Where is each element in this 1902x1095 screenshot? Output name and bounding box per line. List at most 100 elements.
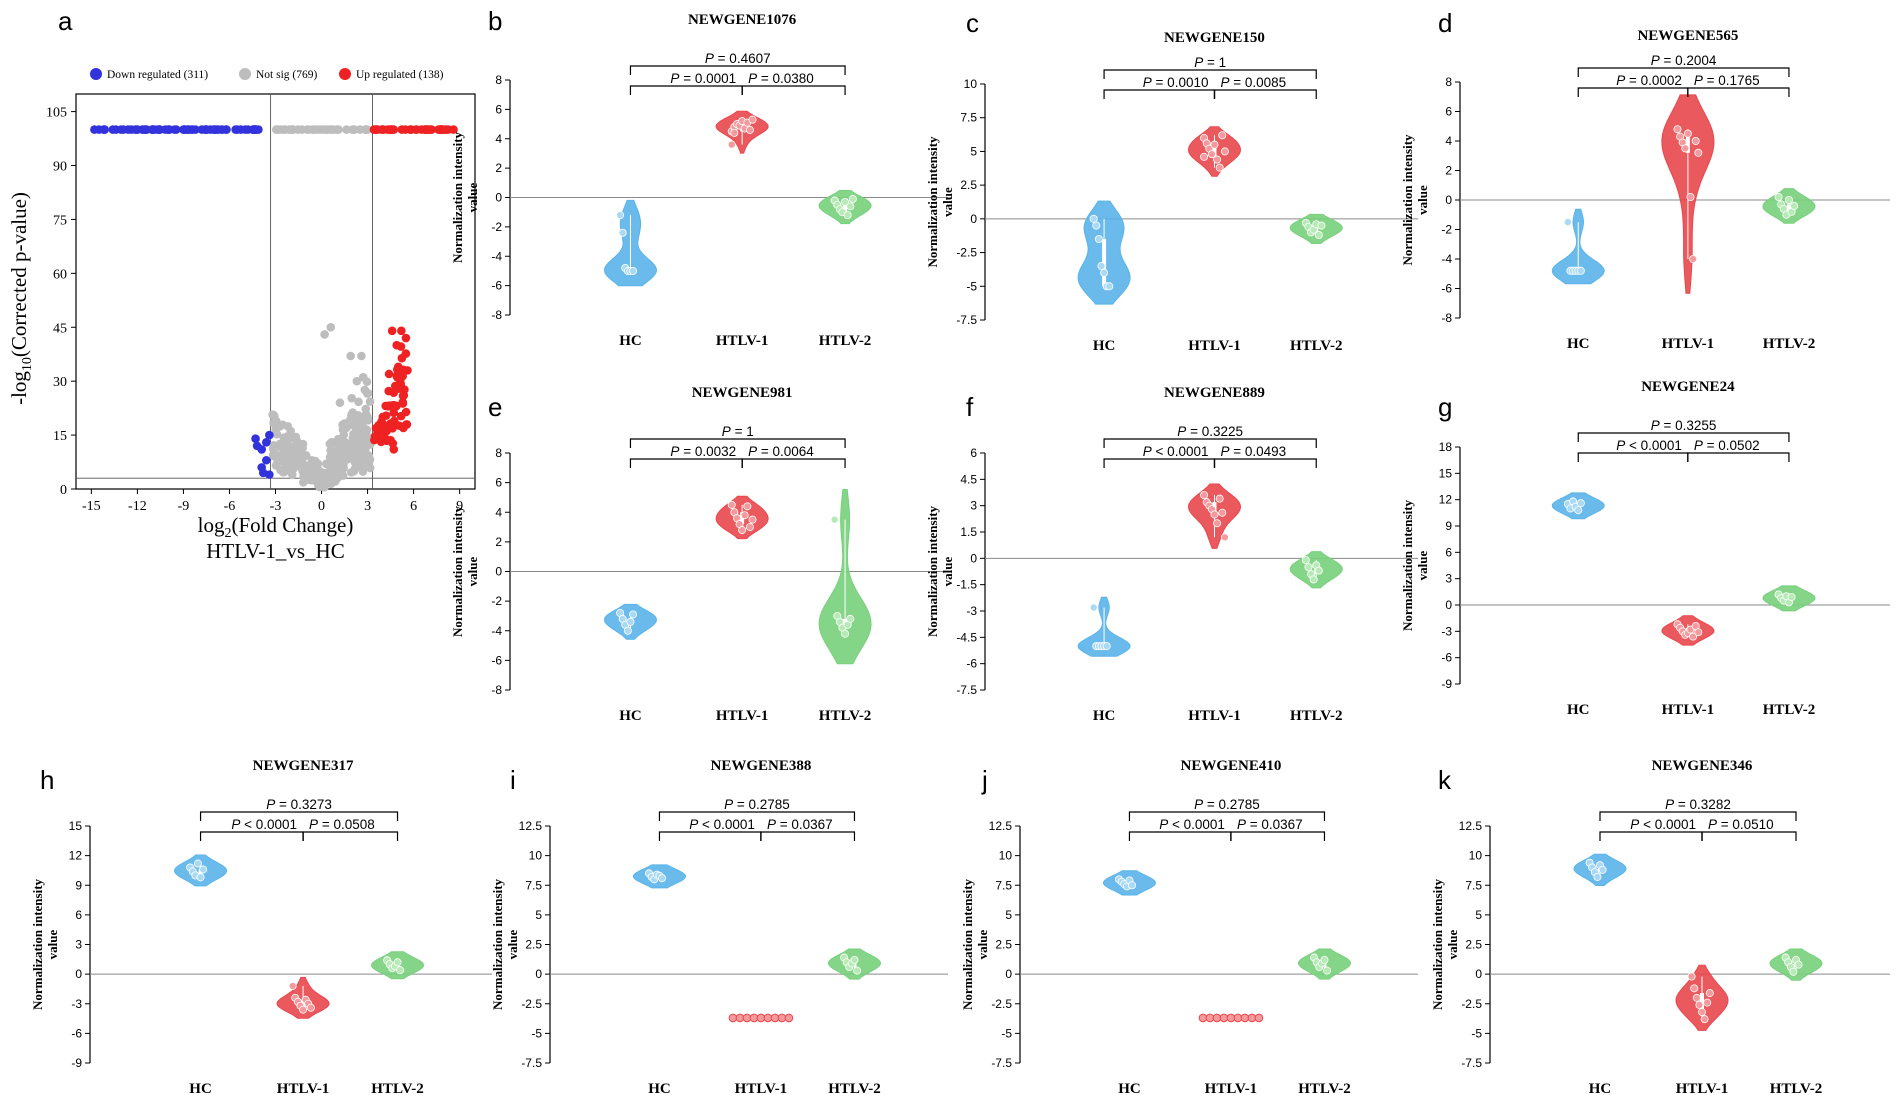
panel-title: NEWGENE150 <box>1164 30 1265 46</box>
y-tick-label: -8 <box>1441 311 1452 325</box>
data-point <box>1314 231 1323 240</box>
volcano-point <box>271 424 281 434</box>
data-point <box>1128 881 1137 890</box>
p-value-text: < 0.0001 <box>1152 444 1209 459</box>
volcano-point <box>357 351 366 361</box>
data-point <box>393 958 402 967</box>
p-value-label: P = 0.0367 <box>767 817 833 832</box>
data-point <box>1673 125 1682 134</box>
data-point <box>735 1013 745 1023</box>
p-value-text: = 0.3255 <box>1660 418 1717 433</box>
volcano-point <box>323 476 333 486</box>
x-tick-label: -3 <box>270 499 282 514</box>
volcano-point <box>361 443 370 453</box>
y-tick-label: 0 <box>970 551 977 565</box>
y-tick-label: -2.5 <box>521 997 542 1011</box>
volcano-point <box>360 427 369 436</box>
data-point <box>1692 993 1701 1002</box>
significance-bracket <box>1230 831 1326 841</box>
y-axis-label: value <box>940 556 955 586</box>
y-tick-label: 5 <box>970 144 977 158</box>
significance-bracket <box>1103 438 1317 448</box>
group-label: HC <box>1589 1081 1612 1095</box>
y-tick-label: -2 <box>491 594 502 608</box>
y-axis-label: value <box>975 929 990 959</box>
y-tick-label: 90 <box>53 160 67 175</box>
group-label: HC <box>648 1081 671 1095</box>
panel-title: NEWGENE317 <box>253 758 354 774</box>
data-point <box>1219 1013 1229 1023</box>
data-point <box>1100 268 1109 277</box>
group-label: HTLV-2 <box>1763 702 1816 718</box>
group-label: HTLV-1 <box>1205 1081 1258 1095</box>
volcano-point <box>276 465 285 475</box>
significance-bracket <box>1687 452 1790 462</box>
data-point <box>1220 533 1229 542</box>
data-point <box>1681 144 1690 153</box>
p-value-text: = 0.0508 <box>318 817 375 832</box>
volcano-point <box>355 125 365 134</box>
p-value-symbol: P <box>1616 73 1625 88</box>
chart-title: HTLV-1_vs_HC <box>206 539 344 563</box>
p-value-symbol: P <box>1708 817 1717 832</box>
legend-label: Down regulated (311) <box>107 69 208 81</box>
group-label: HTLV-1 <box>716 708 769 724</box>
p-value-text: = 0.0085 <box>1230 75 1287 90</box>
y-tick-label: -5 <box>1001 1026 1012 1040</box>
y-tick-label: -3 <box>966 604 977 618</box>
y-tick-label: 6 <box>495 476 502 490</box>
volcano-point <box>320 482 329 492</box>
volcano-point <box>339 430 349 440</box>
p-value-symbol: P <box>1616 438 1625 453</box>
p-value-label: P = 0.3255 <box>1651 418 1717 433</box>
volcano-point <box>148 125 157 134</box>
data-point <box>749 1013 759 1023</box>
p-value-text: = 1 <box>731 424 754 439</box>
p-value-symbol: P <box>748 71 757 86</box>
y-tick-label: -3 <box>1441 624 1452 638</box>
volcano-point <box>376 437 386 447</box>
volcano-point <box>279 125 288 134</box>
y-tick-label: 0 <box>535 967 542 981</box>
data-point <box>742 1013 752 1023</box>
significance-bracket <box>1599 811 1797 821</box>
y-tick-label: -6 <box>966 657 977 671</box>
y-axis-label: Normalization intensity <box>490 878 505 1010</box>
y-tick-label: 2 <box>1445 164 1452 178</box>
volcano-point <box>331 447 341 457</box>
legend-marker <box>239 68 251 80</box>
y-tick-label: -4.5 <box>956 630 977 644</box>
volcano-point <box>320 330 329 339</box>
data-point <box>396 966 405 975</box>
y-tick-label: 0 <box>60 483 67 498</box>
volcano-point <box>180 125 190 134</box>
y-tick-label: 30 <box>53 375 67 390</box>
y-tick-label: 6 <box>1445 105 1452 119</box>
panel-k: k NEWGENE346 -7.5 -5 -2.5 0 2.5 5 7.5 10 12.5 Norma… <box>1430 758 1890 1095</box>
y-tick-label: -8 <box>491 308 502 322</box>
data-point <box>1198 1013 1208 1023</box>
p-value-label: P < 0.0001 <box>689 817 755 832</box>
volcano-point <box>288 455 297 464</box>
p-value-label: P < 0.0001 <box>1616 438 1682 453</box>
panel-letter: a <box>58 6 73 36</box>
p-value-symbol: P <box>1220 444 1229 459</box>
group-label: HTLV-1 <box>277 1081 330 1095</box>
data-point <box>1105 282 1114 291</box>
volcano-point <box>449 125 458 134</box>
p-value-label: P < 0.0001 <box>1159 817 1225 832</box>
p-value-symbol: P <box>1651 53 1660 68</box>
data-point <box>740 511 749 520</box>
group-label: HC <box>619 333 642 349</box>
volcano-point <box>392 372 402 382</box>
data-point <box>1233 1013 1243 1023</box>
data-point <box>1215 494 1224 503</box>
y-tick-label: 6 <box>495 102 502 116</box>
p-value-text: = 0.0493 <box>1230 444 1287 459</box>
group-label: HTLV-1 <box>1662 336 1715 352</box>
volcano-point <box>364 459 373 469</box>
data-point <box>1215 163 1224 172</box>
data-point <box>1694 628 1703 637</box>
p-value-symbol: P <box>1220 75 1229 90</box>
